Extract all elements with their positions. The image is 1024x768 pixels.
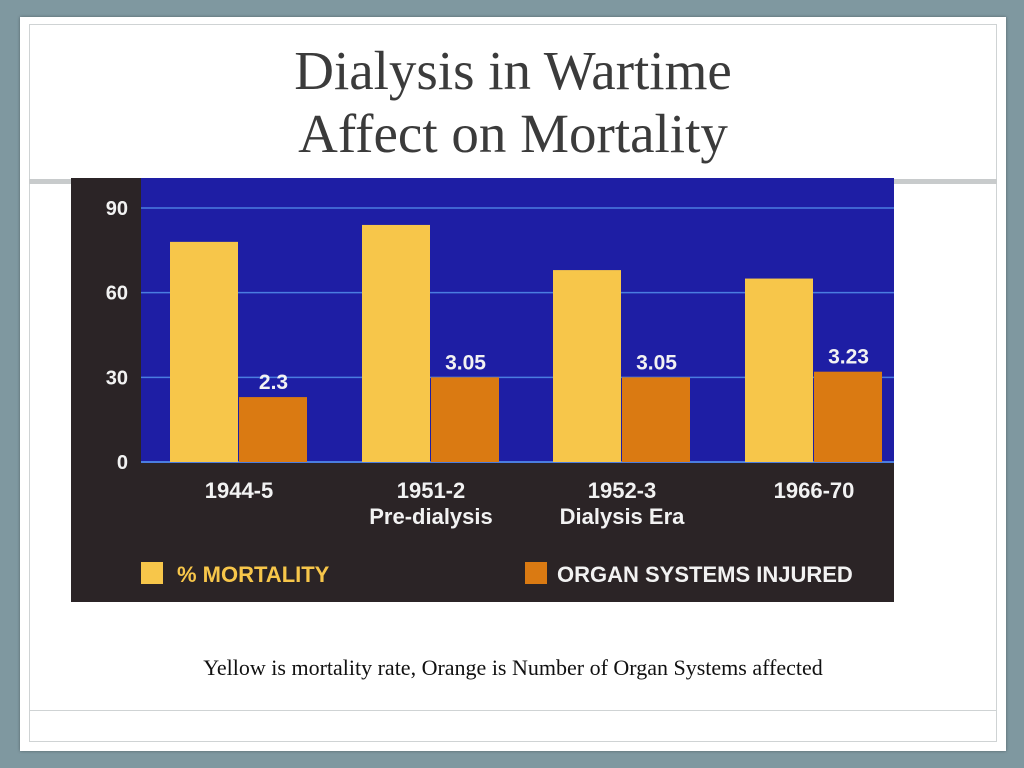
y-tick-label: 60 xyxy=(106,283,128,305)
mortality-bar xyxy=(745,278,813,462)
chart-photo: 0 30 60 90 2.3 3.05 3.05 3.23 1944-5 1951-2 Pre-di… xyxy=(71,178,894,602)
bar-data-label: 3.05 xyxy=(636,351,677,374)
bar-data-label: 3.23 xyxy=(828,346,869,369)
y-tick-label: 90 xyxy=(106,198,128,220)
x-category-label: 1951-2 xyxy=(397,478,466,503)
organ-bar xyxy=(814,371,882,462)
bar-chart: 0 30 60 90 2.3 3.05 3.05 3.23 1944-5 1951-2Pre-di… xyxy=(106,178,894,587)
x-category-label: Pre-dialysis xyxy=(369,504,493,529)
y-tick-label: 30 xyxy=(106,367,128,389)
bar-data-label: 2.3 xyxy=(259,371,288,394)
slide-caption: Yellow is mortality rate, Orange is Numb… xyxy=(203,655,823,680)
legend-label-mortality: % MORTALITY xyxy=(177,562,330,587)
mortality-bar xyxy=(362,224,430,462)
y-tick-label: 0 xyxy=(117,452,128,474)
bar-data-label: 3.05 xyxy=(445,351,486,374)
slide-frame xyxy=(29,24,997,742)
x-category-label: 1966-70 xyxy=(774,478,855,503)
mortality-bar xyxy=(170,241,238,462)
x-category-label: 1952-3 xyxy=(588,478,657,503)
legend-swatch-organ xyxy=(525,562,547,584)
x-category-label: Dialysis Era xyxy=(560,504,686,529)
organ-bar xyxy=(622,377,690,462)
x-category-label: 1944-5 xyxy=(205,478,274,503)
bottom-divider xyxy=(29,710,997,711)
slide-title: Dialysis in Wartime Affect on Mortality xyxy=(20,39,1006,165)
slide: Dialysis in Wartime Affect on Mortality … xyxy=(20,17,1006,751)
title-line-1: Dialysis in Wartime xyxy=(294,40,732,101)
mortality-bar xyxy=(553,270,621,462)
organ-bar xyxy=(239,397,307,462)
organ-bar xyxy=(431,377,499,462)
legend-label-organ: ORGAN SYSTEMS INJURED xyxy=(557,562,853,587)
legend-swatch-mortality xyxy=(141,562,163,584)
title-line-2: Affect on Mortality xyxy=(298,103,728,164)
